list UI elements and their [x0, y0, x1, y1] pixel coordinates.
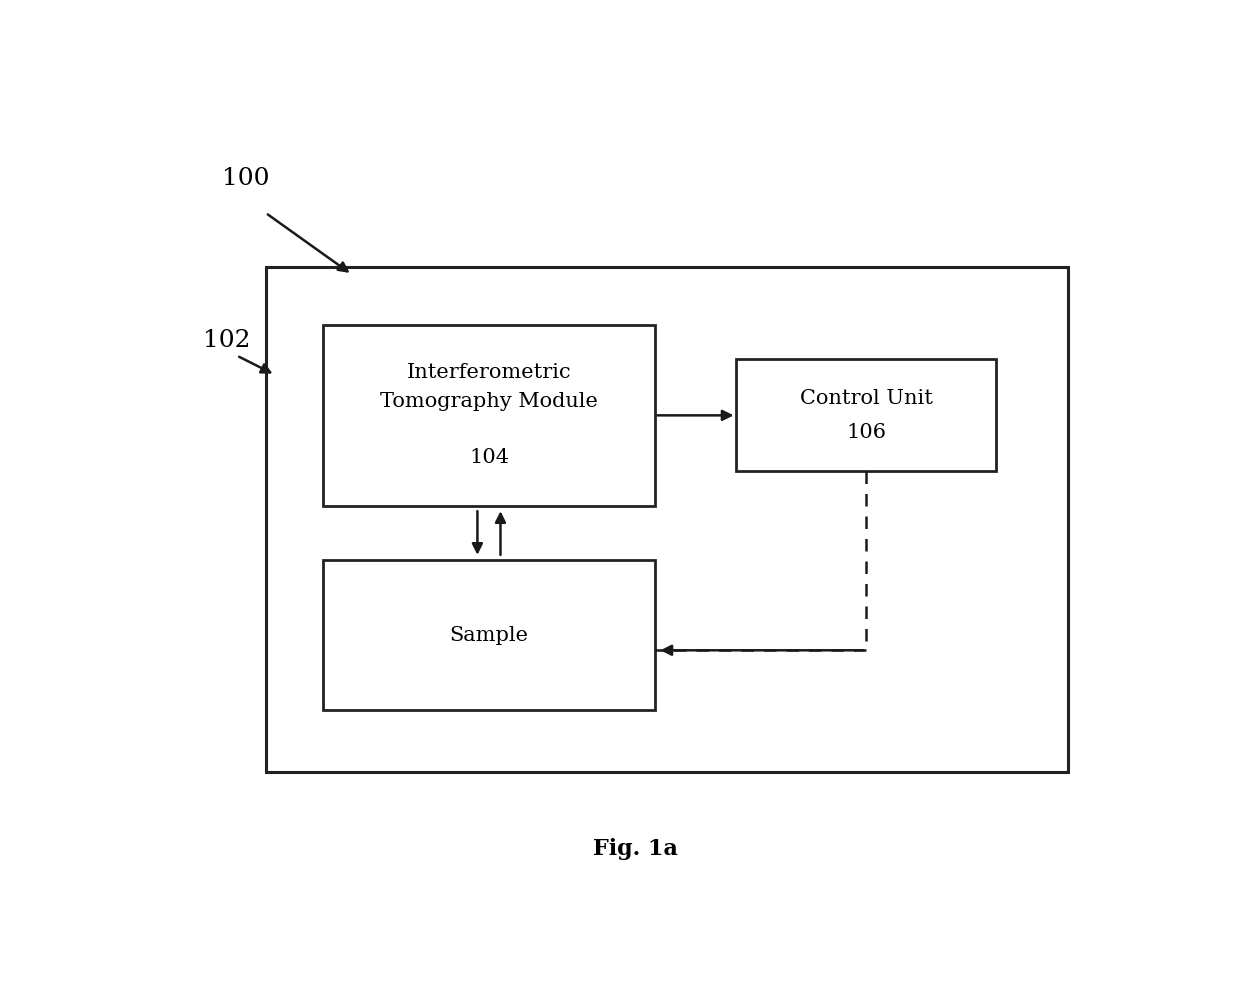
Bar — [265, 267, 1068, 773]
Text: 102: 102 — [203, 329, 250, 352]
Text: 104: 104 — [469, 448, 508, 467]
Text: Control Unit: Control Unit — [800, 389, 932, 408]
Text: 100: 100 — [222, 166, 270, 189]
Text: 106: 106 — [846, 423, 887, 442]
Bar — [737, 360, 996, 471]
Text: Tomography Module: Tomography Module — [379, 392, 598, 411]
Text: Sample: Sample — [449, 625, 528, 644]
Text: Fig. 1a: Fig. 1a — [593, 839, 678, 861]
Bar — [324, 325, 655, 506]
Text: Interferometric: Interferometric — [407, 364, 572, 383]
Bar — [324, 560, 655, 710]
